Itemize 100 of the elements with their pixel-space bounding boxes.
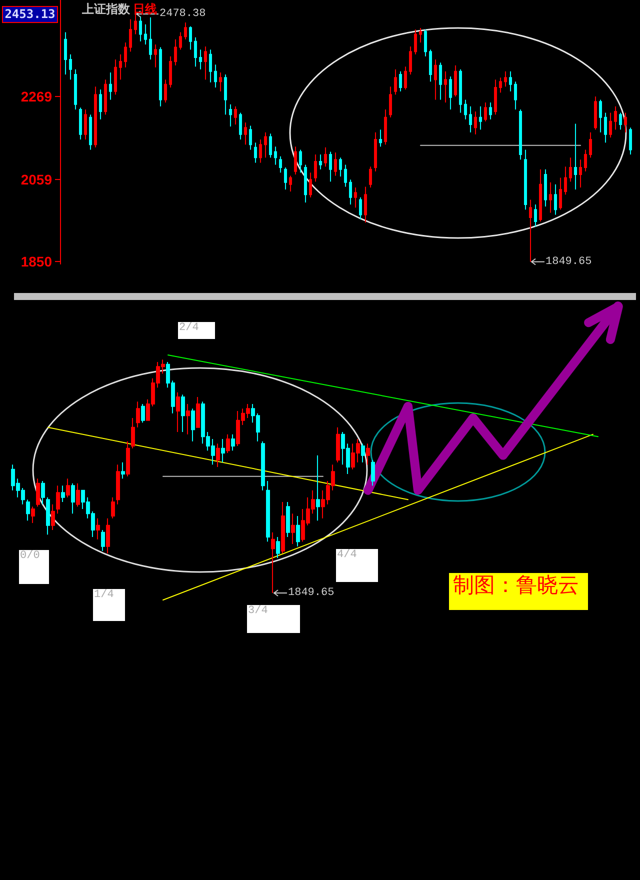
- candlestick: [176, 392, 180, 432]
- text: 2453.13: [2, 6, 58, 23]
- candlestick: [494, 79, 497, 116]
- candlestick: [79, 107, 82, 140]
- candlestick: [424, 29, 427, 57]
- candlestick: [429, 49, 432, 82]
- candlestick: [569, 157, 572, 182]
- candlestick: [276, 536, 280, 558]
- candlestick: [226, 434, 230, 454]
- candlestick: [279, 156, 282, 174]
- candlestick: [169, 56, 172, 88]
- chart-subtitle: 日线: [133, 2, 157, 16]
- candlestick: [296, 516, 300, 547]
- candlestick: [624, 112, 627, 133]
- candlestick: [231, 434, 235, 452]
- candlestick: [41, 480, 45, 505]
- candlestick: [344, 164, 347, 188]
- candlestick: [191, 408, 195, 442]
- candlestick: [366, 443, 370, 466]
- candlestick: [184, 22, 187, 40]
- candlestick: [544, 168, 547, 207]
- candlestick: [109, 72, 112, 100]
- candlestick: [101, 530, 105, 552]
- candlestick: [94, 86, 97, 148]
- candlestick: [224, 74, 227, 116]
- candlestick: [196, 396, 200, 428]
- candlestick: [139, 16, 142, 42]
- candlestick: [449, 76, 452, 110]
- candlestick: [274, 146, 277, 166]
- candlestick: [419, 27, 422, 44]
- candlestick: [229, 104, 232, 127]
- candlestick: [174, 38, 177, 66]
- candlestick: [134, 14, 137, 35]
- candlestick: [329, 151, 332, 182]
- candlestick: [121, 462, 125, 480]
- candlestick: [614, 106, 617, 130]
- candlestick: [524, 149, 527, 210]
- candlestick: [304, 164, 307, 204]
- candlestick: [409, 46, 412, 75]
- candlestick: [619, 112, 622, 130]
- candlestick: [154, 44, 157, 68]
- candlestick: [291, 513, 295, 544]
- candlestick: [271, 532, 275, 594]
- annotation: 制图：鲁晓云: [449, 573, 588, 610]
- candlestick: [189, 26, 192, 50]
- candlestick: [84, 109, 87, 140]
- candlestick: [609, 112, 612, 138]
- candlestick: [51, 504, 55, 530]
- candlestick: [299, 149, 302, 174]
- candlestick: [379, 129, 382, 148]
- candlestick: [554, 184, 557, 216]
- candlestick: [539, 168, 542, 222]
- y-tick-label: 1850: [20, 254, 52, 270]
- candlestick: [36, 478, 40, 508]
- candlestick: [629, 127, 632, 155]
- candlestick: [509, 70, 512, 92]
- candlestick: [181, 394, 185, 432]
- candlestick: [61, 485, 65, 502]
- text: 2/4: [178, 322, 215, 339]
- candlestick: [261, 440, 265, 491]
- candlestick: [141, 404, 145, 424]
- candlestick: [66, 478, 70, 498]
- candlestick: [126, 440, 130, 477]
- candlestick: [594, 96, 597, 130]
- candlestick: [89, 114, 92, 150]
- candlestick: [254, 142, 257, 164]
- candlestick: [31, 506, 35, 524]
- candlestick: [514, 81, 517, 110]
- candlestick: [504, 70, 507, 88]
- candlestick: [604, 112, 607, 144]
- candlestick: [99, 88, 102, 120]
- candlestick: [204, 46, 207, 80]
- candlestick: [519, 109, 522, 160]
- candlestick: [249, 125, 252, 150]
- candlestick: [96, 518, 100, 540]
- candlestick: [71, 482, 75, 514]
- candlestick: [369, 166, 372, 188]
- candlestick: [289, 175, 292, 192]
- y-tick-label: 2059: [20, 171, 52, 188]
- candlestick: [316, 454, 320, 522]
- candlestick: [106, 518, 110, 554]
- candlestick: [564, 166, 567, 196]
- candlestick: [574, 123, 577, 190]
- candlestick: [479, 106, 482, 130]
- candlestick: [281, 502, 285, 554]
- candlestick: [259, 138, 262, 164]
- chart-title: 上证指数: [81, 2, 131, 16]
- candlestick: [394, 68, 397, 96]
- candlestick: [474, 111, 477, 135]
- annotation: 0/0: [19, 550, 49, 584]
- candlestick: [371, 460, 375, 486]
- candlestick: [489, 102, 492, 120]
- candlestick: [354, 187, 357, 208]
- candlestick: [186, 404, 190, 435]
- candlestick: [131, 418, 135, 449]
- y-tick-label: 2269: [20, 88, 52, 105]
- candlestick: [179, 32, 182, 50]
- candlestick: [199, 49, 202, 70]
- candlestick: [319, 154, 322, 170]
- candlestick: [74, 68, 77, 110]
